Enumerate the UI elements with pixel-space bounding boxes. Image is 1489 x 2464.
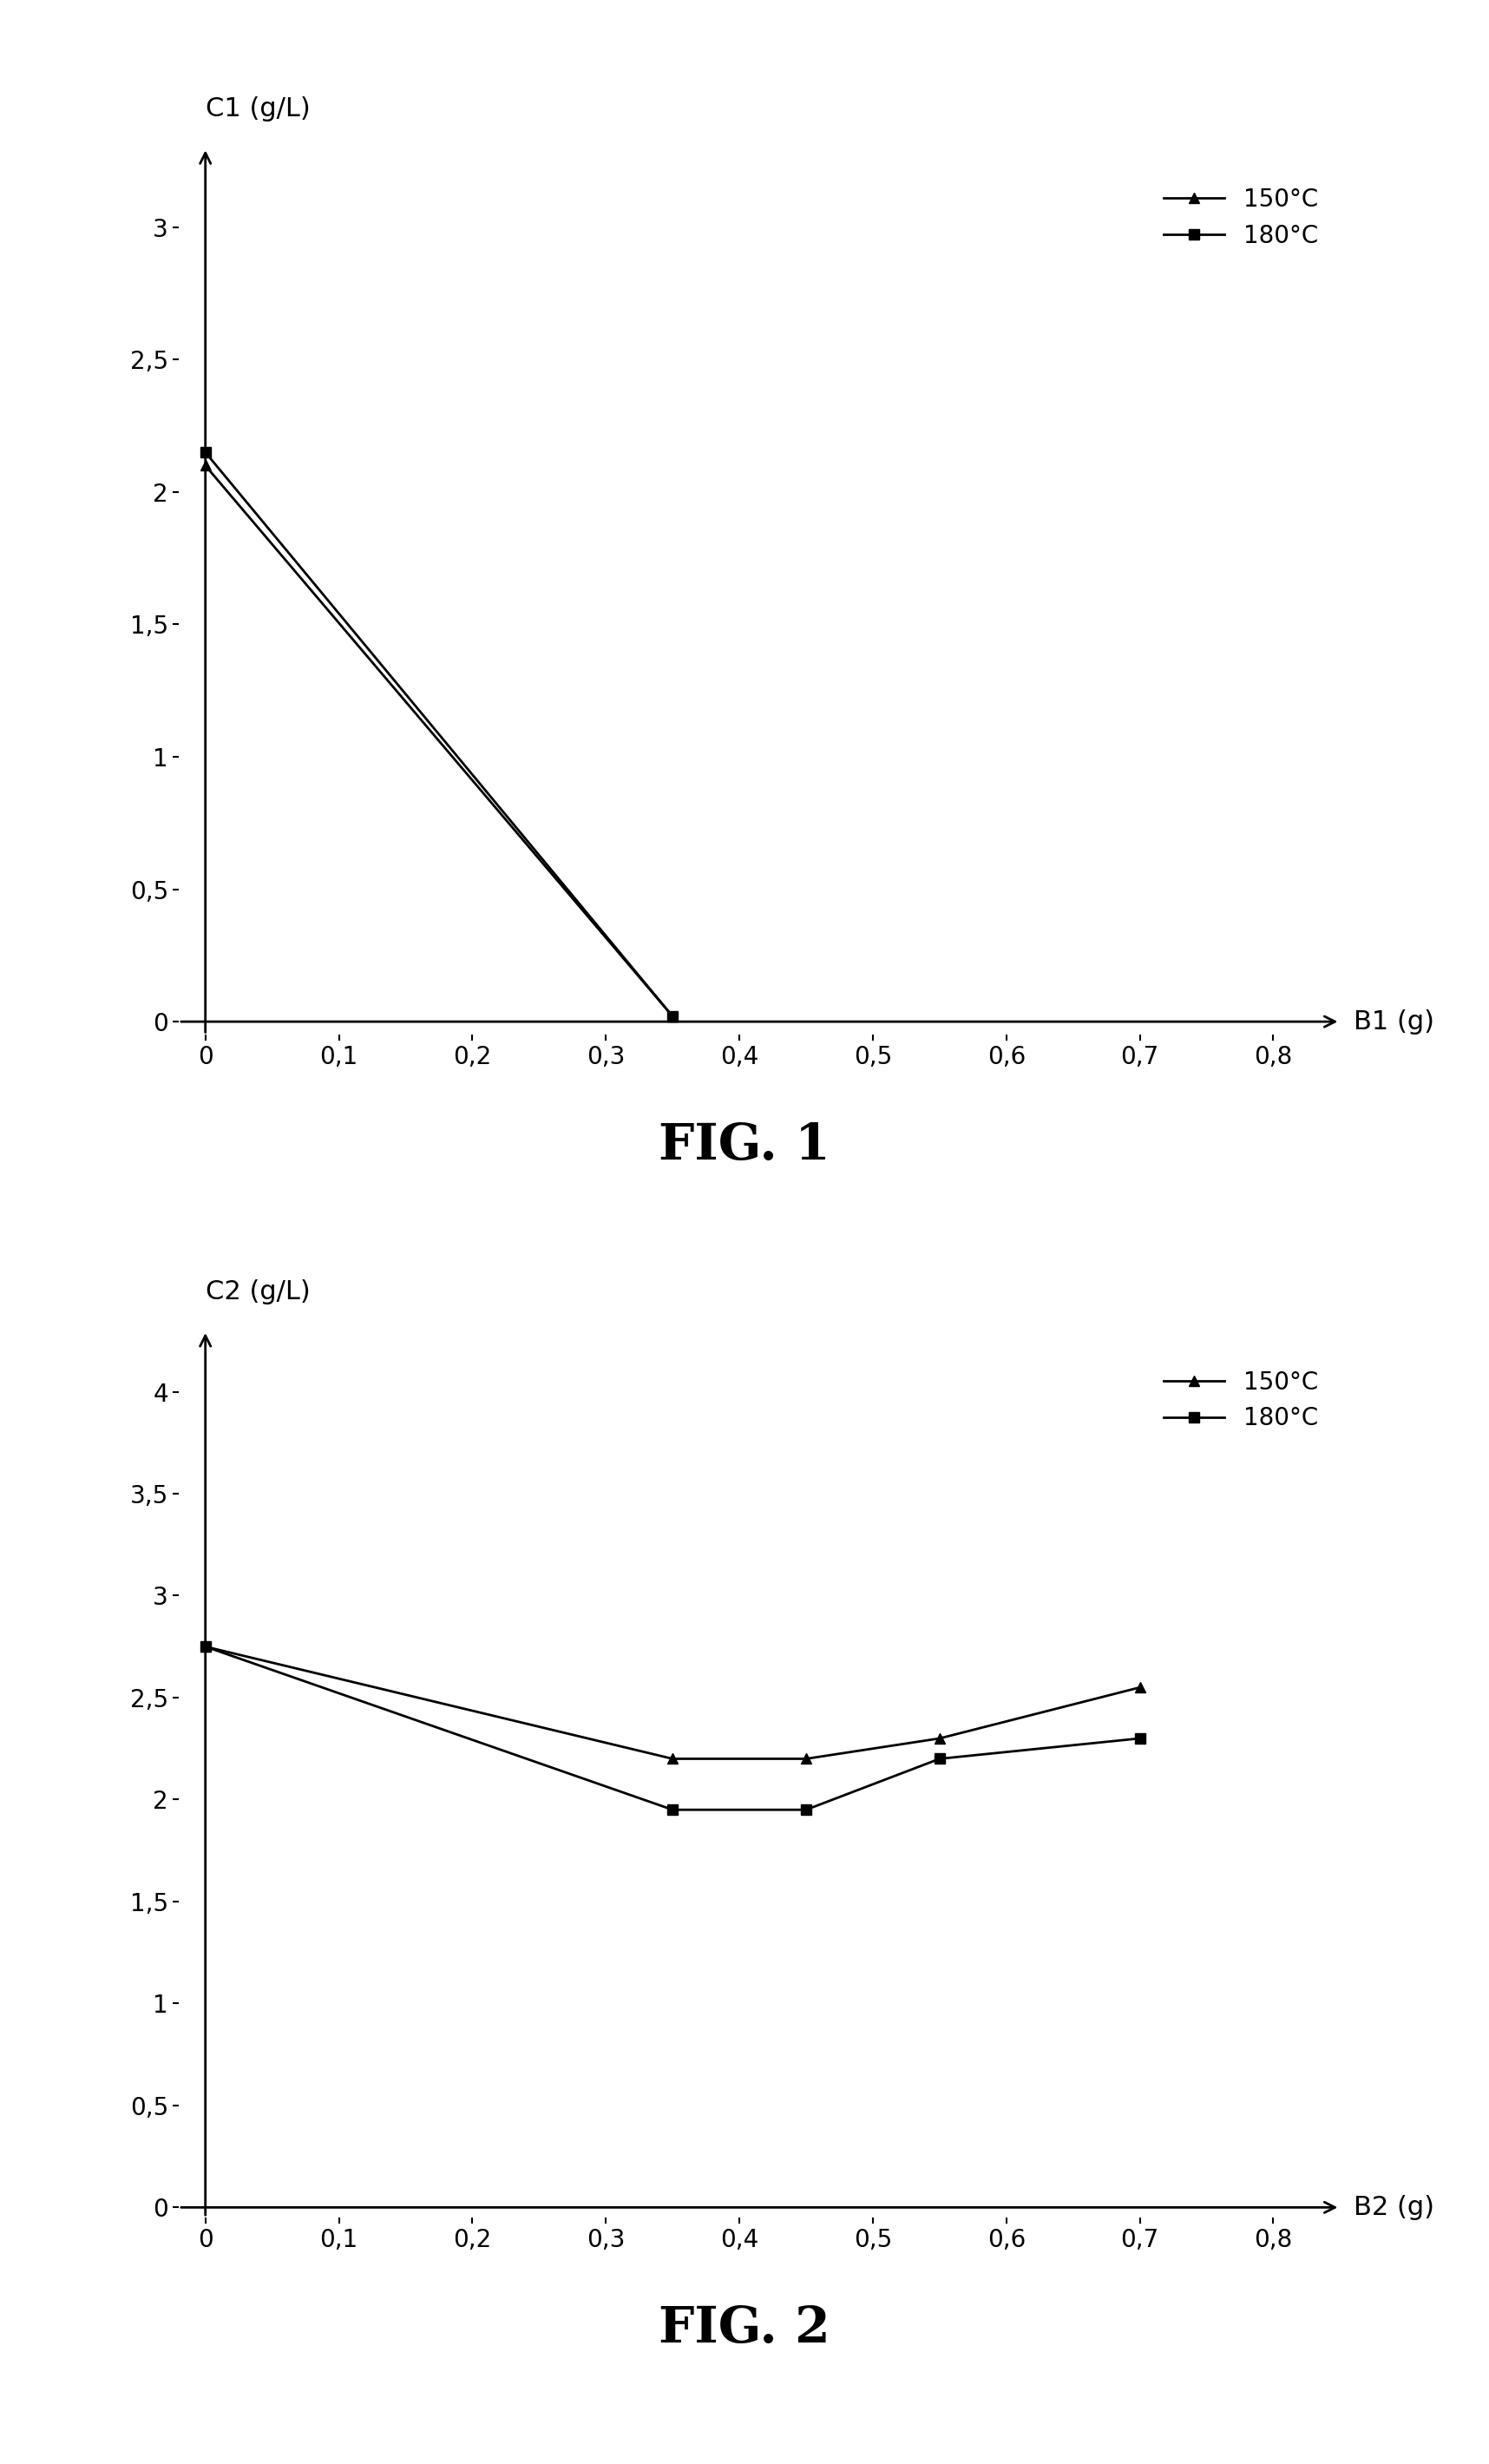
Legend: 150°C, 180°C: 150°C, 180°C: [1154, 1360, 1328, 1441]
180°C: [197, 1631, 214, 1661]
Text: C1 (g/L): C1 (g/L): [205, 96, 310, 121]
Text: C2 (g/L): C2 (g/L): [205, 1279, 310, 1303]
180°C: [664, 1794, 682, 1823]
150°C: [197, 1631, 214, 1661]
150°C: [664, 1745, 682, 1774]
150°C: [197, 451, 214, 480]
Line: 150°C: 150°C: [200, 461, 677, 1023]
150°C: [797, 1745, 814, 1774]
Line: 180°C: 180°C: [200, 1641, 1145, 1816]
180°C: [931, 1745, 948, 1774]
180°C: [197, 439, 214, 468]
180°C: [797, 1794, 814, 1823]
Line: 180°C: 180°C: [200, 446, 677, 1023]
Text: B1 (g): B1 (g): [1354, 1010, 1434, 1035]
Text: FIG. 2: FIG. 2: [658, 2304, 831, 2353]
180°C: [1132, 1725, 1150, 1754]
150°C: [664, 1000, 682, 1030]
150°C: [931, 1725, 948, 1754]
Text: FIG. 1: FIG. 1: [658, 1121, 831, 1170]
Text: B2 (g): B2 (g): [1354, 2195, 1434, 2220]
Line: 150°C: 150°C: [200, 1641, 1145, 1764]
180°C: [664, 1000, 682, 1030]
Legend: 150°C, 180°C: 150°C, 180°C: [1154, 177, 1328, 259]
150°C: [1132, 1673, 1150, 1703]
